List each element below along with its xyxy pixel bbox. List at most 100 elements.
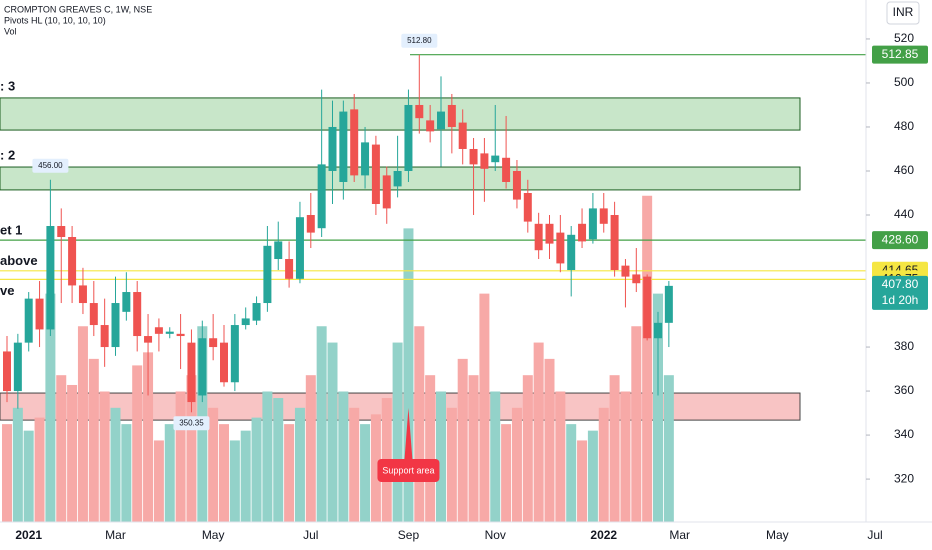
y-tick-label: 320 xyxy=(894,471,914,485)
last-price-tag xyxy=(872,275,928,310)
candle-body xyxy=(361,142,370,176)
candle-body xyxy=(447,104,456,127)
volume-bar xyxy=(446,407,457,522)
zone-label: : 2 xyxy=(0,147,15,162)
candle-body xyxy=(144,336,153,343)
volume-bar xyxy=(262,391,273,522)
volume-bar xyxy=(56,375,67,522)
candle-body xyxy=(13,342,22,392)
candle-body xyxy=(68,237,77,286)
volume-bar xyxy=(164,424,175,522)
volume-bar xyxy=(457,358,468,522)
x-tick-label: May xyxy=(202,528,225,542)
volume-bar xyxy=(468,375,479,522)
volume-bar xyxy=(349,407,360,522)
y-tick-label: 500 xyxy=(894,75,914,89)
volume-bar xyxy=(2,424,12,522)
price-bubble xyxy=(32,158,69,173)
candle-body xyxy=(567,234,576,271)
candle-body xyxy=(285,259,294,279)
candle-body xyxy=(230,325,239,383)
candle-body xyxy=(415,104,424,119)
volume-bar xyxy=(609,375,620,522)
candle-body xyxy=(295,217,304,279)
chart-title: CROMPTON GREAVES C, 1W, NSE xyxy=(4,4,152,14)
candle-body xyxy=(241,318,250,326)
candle-body xyxy=(57,226,66,238)
y-tick-label: 380 xyxy=(894,339,914,353)
volume-bar xyxy=(414,326,425,522)
candle-body xyxy=(187,342,196,403)
candle-body xyxy=(371,144,380,205)
last-price-label: 407.80 xyxy=(882,277,919,291)
volume-bar xyxy=(587,430,598,522)
volume-bar xyxy=(403,228,414,522)
x-tick-label: Mar xyxy=(105,528,126,542)
callout-box xyxy=(377,459,440,482)
x-tick-label: 2022 xyxy=(590,528,617,542)
x-tick-label: May xyxy=(766,528,789,542)
candle-body xyxy=(426,120,435,132)
volume-bar xyxy=(305,375,316,522)
candle-body xyxy=(78,285,87,304)
y-tick-label: 340 xyxy=(894,427,914,441)
candle-body xyxy=(35,298,44,330)
candle-body xyxy=(523,192,532,222)
candle-body xyxy=(610,215,619,271)
candle-body xyxy=(339,111,348,182)
candle-body xyxy=(3,351,11,392)
candle-body xyxy=(437,111,445,130)
volume-bar xyxy=(294,407,305,522)
price-tag xyxy=(872,231,928,250)
volume-bar xyxy=(598,407,609,522)
volume-bar xyxy=(316,326,327,522)
volume-bar xyxy=(284,424,295,522)
candle-body xyxy=(458,122,467,149)
volume-bar xyxy=(392,342,403,522)
volume-bar xyxy=(370,414,381,522)
candle-body xyxy=(632,274,641,284)
y-tick-label: 480 xyxy=(894,119,914,133)
currency-label: INR xyxy=(893,5,914,19)
volume-bar xyxy=(110,407,121,522)
candle-body xyxy=(165,331,174,334)
volume-bar xyxy=(175,391,186,522)
candle-body xyxy=(382,175,391,209)
volume-bar xyxy=(229,440,240,522)
level-text: above xyxy=(0,253,38,268)
candle-body xyxy=(89,303,98,326)
volume-bar xyxy=(186,375,197,522)
price-tag xyxy=(872,45,928,64)
volume-bar xyxy=(533,342,544,522)
volume-bar xyxy=(620,391,631,522)
volume-bar xyxy=(12,407,23,522)
candle-body xyxy=(654,322,662,339)
price-tag-label: 428.60 xyxy=(882,232,919,246)
x-tick-label: Jul xyxy=(867,528,882,542)
price-tag-label: 512.85 xyxy=(882,47,919,61)
candle-body xyxy=(556,232,565,264)
zone-label: : 3 xyxy=(0,78,15,93)
volume-bar xyxy=(23,430,34,522)
volume-bar xyxy=(273,398,284,522)
candle-body xyxy=(133,292,142,337)
volume-bar xyxy=(663,375,674,522)
candle-body xyxy=(24,298,33,343)
candle-body xyxy=(621,265,630,277)
volume-bar xyxy=(555,391,566,522)
volume-bar xyxy=(77,326,88,522)
candle-body xyxy=(664,285,673,323)
currency-button[interactable] xyxy=(886,1,920,25)
price-bubble xyxy=(173,416,210,431)
callout-arrow xyxy=(404,408,413,460)
volume-bar xyxy=(511,407,522,522)
candle-body xyxy=(599,208,608,224)
candle-body xyxy=(100,325,109,348)
price-bubble xyxy=(401,33,438,48)
volume-bar xyxy=(219,424,229,522)
x-tick-label: Nov xyxy=(485,528,506,542)
x-tick-label: 2021 xyxy=(15,528,42,542)
candle-body xyxy=(502,157,511,182)
price-bubble-label: 350.35 xyxy=(179,418,204,427)
x-tick-label: Sep xyxy=(398,528,420,542)
